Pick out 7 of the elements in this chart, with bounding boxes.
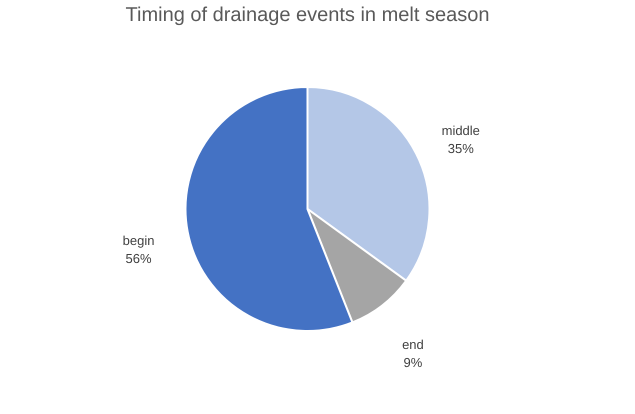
data-label: 56% [126,251,152,266]
data-label: 9% [404,354,423,370]
data-label: 35% [448,140,474,156]
slice-label: end [402,336,424,352]
chart-title: Timing of drainage events in melt season [126,4,490,26]
slice-label: begin [122,233,154,248]
slice-label: middle [442,122,480,138]
